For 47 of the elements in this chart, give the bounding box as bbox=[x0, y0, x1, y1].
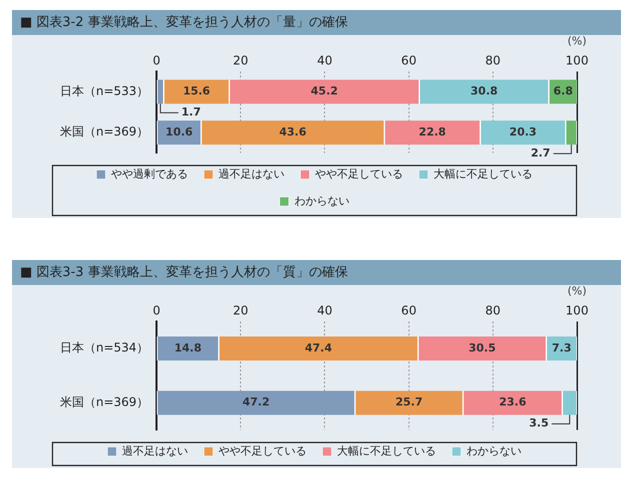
data-label: 43.6 bbox=[279, 125, 307, 138]
x-tick-label: 80 bbox=[485, 303, 501, 318]
x-tick-label: 40 bbox=[317, 53, 332, 68]
data-label: 30.8 bbox=[470, 84, 498, 98]
data-label: 23.6 bbox=[499, 396, 527, 409]
x-tick-label: 40 bbox=[317, 303, 332, 318]
x-tick-label: 0 bbox=[152, 53, 160, 68]
chart-title: ■ 図表3-2 事業戦略上、変革を担う人材の「量」の確保 bbox=[12, 10, 621, 35]
x-tick-label: 20 bbox=[233, 53, 248, 68]
x-axis-title: (%) bbox=[567, 34, 587, 48]
y-tick-label: 日本（n=533） bbox=[60, 84, 149, 98]
x-axis-title: (%) bbox=[567, 284, 587, 298]
data-label: 45.2 bbox=[310, 84, 338, 98]
x-tick-label: 0 bbox=[152, 303, 160, 318]
x-tick-label: 80 bbox=[485, 53, 501, 68]
data-label: 47.4 bbox=[304, 341, 332, 354]
legend-label: わからない bbox=[294, 194, 350, 208]
data-label: 25.7 bbox=[395, 396, 423, 409]
data-label: 7.3 bbox=[552, 341, 572, 354]
x-tick-label: 20 bbox=[233, 303, 248, 318]
data-label: 20.3 bbox=[509, 125, 537, 138]
data-label: 10.6 bbox=[166, 125, 194, 138]
data-label: 22.8 bbox=[418, 125, 446, 138]
data-label: 14.8 bbox=[174, 341, 202, 354]
x-tick-label: 100 bbox=[566, 53, 588, 68]
data-label: 15.6 bbox=[182, 84, 210, 98]
data-label: 6.8 bbox=[553, 84, 573, 98]
legend-label: わからない bbox=[466, 444, 522, 458]
legend-label: やや過剰である bbox=[111, 167, 188, 180]
data-label: 47.2 bbox=[242, 396, 270, 409]
y-tick-label: 日本（n=534） bbox=[60, 340, 149, 355]
data-label: 1.7 bbox=[181, 106, 201, 119]
legend-label: やや不足している bbox=[315, 167, 403, 180]
legend-label: 過不足はない bbox=[122, 444, 188, 458]
x-tick-label: 60 bbox=[401, 53, 416, 68]
legend-label: 大幅に不足している bbox=[434, 167, 532, 180]
data-label: 30.5 bbox=[468, 341, 496, 354]
data-label: 3.5 bbox=[529, 416, 549, 430]
data-label: 2.7 bbox=[530, 146, 550, 160]
legend-label: 過不足はない bbox=[218, 167, 284, 180]
chart-title: ■ 図表3-3 事業戦略上、変革を担う人材の「質」の確保 bbox=[12, 260, 621, 285]
legend-label: やや不足している bbox=[218, 444, 306, 458]
y-tick-label: 米国（n=369） bbox=[60, 124, 149, 139]
legend-label: 大幅に不足している bbox=[337, 444, 436, 458]
x-tick-label: 100 bbox=[566, 303, 588, 318]
y-tick-label: 米国（n=369） bbox=[60, 394, 149, 409]
x-tick-label: 60 bbox=[401, 303, 416, 318]
